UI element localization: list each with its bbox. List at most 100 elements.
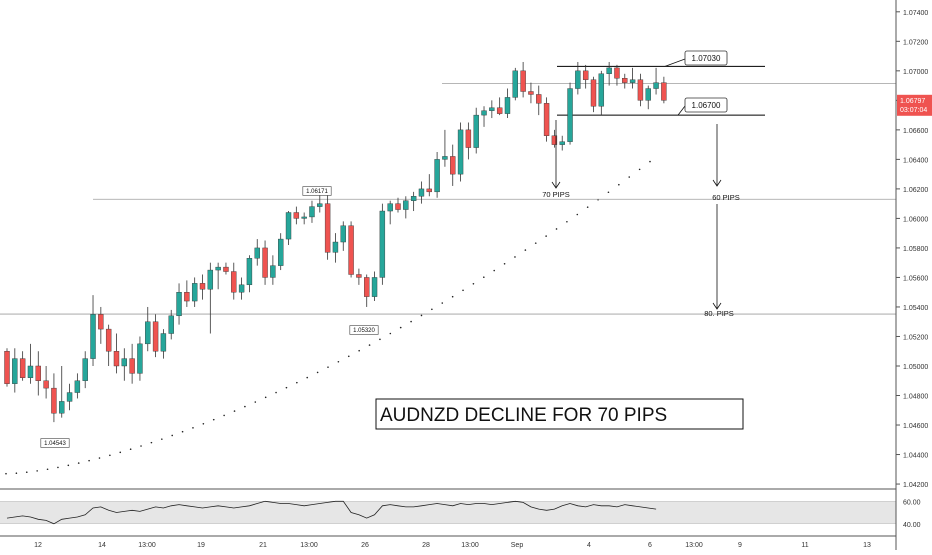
candle-body — [536, 94, 542, 104]
candle-body — [582, 70, 589, 80]
candle-body — [137, 343, 143, 374]
trend-dot — [555, 228, 558, 230]
candle-body — [293, 212, 300, 219]
candle-body — [653, 82, 659, 89]
trend-dot — [368, 344, 371, 346]
candle-body — [145, 321, 151, 345]
candle-body — [262, 247, 268, 278]
candle-body — [231, 271, 237, 293]
time-tick-label: 4 — [587, 542, 591, 549]
trend-dot — [441, 302, 444, 304]
trend-dot — [25, 471, 28, 473]
price-tick-label: 1.05200 — [903, 334, 928, 341]
candle-body — [528, 91, 534, 95]
candle-body — [59, 401, 65, 414]
trend-dot — [46, 468, 49, 471]
time-tick-label: 11 — [801, 542, 808, 549]
trend-dot — [566, 220, 568, 223]
lower-level-label-box — [684, 97, 728, 113]
trend-dot — [244, 405, 246, 408]
trend-dot — [337, 360, 340, 363]
candle-body — [637, 79, 644, 101]
trend-dot — [649, 160, 651, 163]
candle-body — [12, 358, 18, 384]
current-price-label: 1.06797 — [900, 98, 925, 105]
trend-dot — [483, 276, 485, 279]
candle-body — [473, 114, 479, 148]
candle-body — [403, 200, 409, 210]
candle-body — [340, 225, 346, 243]
trend-dot — [36, 470, 38, 472]
candle-body — [105, 328, 112, 352]
current-price-badge — [897, 94, 932, 116]
upper-level-label-leader — [664, 58, 686, 67]
trend-dot — [586, 206, 589, 208]
price-tick-label: 1.05400 — [903, 305, 928, 312]
trend-dot — [472, 282, 475, 285]
trend-dot — [524, 249, 527, 251]
candle-body — [309, 206, 315, 218]
trend-dot — [119, 451, 122, 454]
time-tick-label: 28 — [422, 542, 430, 549]
trend-dot — [534, 242, 537, 244]
time-tick-label: 19 — [197, 542, 205, 549]
trend-dot — [57, 466, 59, 469]
price-axis[interactable]: 1.04200 1.04400 1.04600 1.04800 1.05000 1.052… — [895, 0, 932, 550]
candle-body — [35, 365, 41, 381]
candle-body — [324, 203, 331, 253]
candle-body — [387, 203, 393, 212]
upper-level-label-box — [684, 50, 728, 66]
price-tick-label: 1.05800 — [903, 246, 928, 253]
candle-body — [4, 351, 10, 384]
candle-body — [567, 88, 573, 142]
trend-dot — [618, 183, 620, 186]
annotations: 1.04543 1.06171 1.05320 1.07030 1.06700 70 PI… — [40, 50, 744, 448]
candle-body — [82, 358, 88, 381]
candle-body — [66, 392, 73, 402]
time-tick-label: 13:00 — [685, 542, 703, 549]
rsi-line — [6, 500, 657, 525]
trend-dot — [140, 445, 142, 447]
candle-body — [590, 79, 597, 107]
candle-body — [426, 188, 432, 193]
time-axis[interactable]: 12 14 13:00 19 21 13:00 26 28 13:00 Sep 4 6 13:00 9 11… — [0, 488, 896, 549]
candle-body — [504, 97, 511, 114]
lower-level-label: 1.06700 — [692, 101, 721, 110]
chart-title: AUDNZD DECLINE FOR 70 PIPS — [380, 405, 667, 426]
time-tick-label: 13:00 — [461, 542, 479, 549]
candle-body — [301, 216, 307, 219]
candle-body — [379, 210, 386, 278]
candle-body — [575, 70, 581, 89]
candle-body — [246, 258, 253, 286]
candle-body — [270, 265, 276, 278]
candle-body — [90, 314, 96, 359]
trend-dot — [212, 418, 215, 421]
trend-dot — [493, 269, 495, 272]
trend-dot — [181, 430, 184, 433]
title-box — [375, 398, 744, 430]
trend-dot — [638, 168, 641, 171]
candle-body — [121, 358, 128, 367]
trend-dot — [67, 464, 70, 467]
time-tick-label: 21 — [259, 542, 267, 549]
trend-dot — [109, 454, 111, 457]
arrow-80-pips-head — [712, 302, 722, 310]
trend-dot — [379, 338, 381, 341]
swing-high-label-box — [302, 186, 332, 196]
pips-label-70: 70 PIPS — [542, 190, 570, 199]
candle-body — [606, 67, 612, 74]
trend-dot — [264, 396, 267, 399]
trend-dot — [358, 349, 360, 352]
trend-dot — [607, 191, 610, 194]
candle-body — [113, 351, 120, 367]
trend-dot — [347, 355, 350, 358]
trend-dot — [462, 289, 464, 292]
swing-low-label: 1.05320 — [353, 328, 375, 334]
candle-body — [465, 129, 472, 148]
candle-body — [543, 103, 550, 136]
trend-dot — [327, 366, 329, 368]
candle-body — [317, 203, 323, 207]
trend-dot — [545, 235, 547, 237]
